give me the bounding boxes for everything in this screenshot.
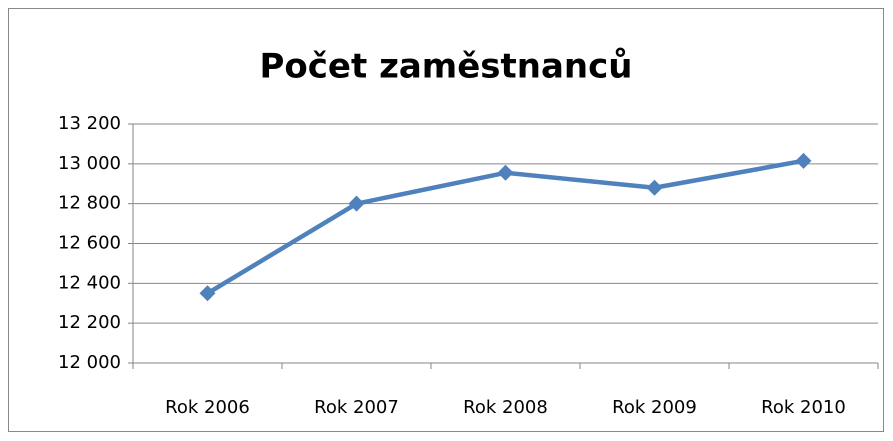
- marker: [497, 164, 514, 181]
- x-tick-label: Rok 2006: [165, 397, 250, 418]
- chart-border: [8, 8, 884, 432]
- marker: [795, 152, 812, 169]
- y-tick-label: 13 000: [58, 153, 121, 174]
- y-tick-label: 12 000: [58, 352, 121, 373]
- marker: [348, 195, 365, 212]
- marker: [199, 285, 216, 302]
- y-tick-label: 12 200: [58, 312, 121, 333]
- x-tick-label: Rok 2008: [463, 397, 548, 418]
- chart-title: Počet zaměstnanců: [259, 47, 632, 87]
- y-tick-label: 12 800: [58, 193, 121, 214]
- marker: [646, 179, 663, 196]
- y-tick-label: 12 600: [58, 233, 121, 254]
- x-tick-label: Rok 2009: [612, 397, 697, 418]
- x-tick-label: Rok 2007: [314, 397, 399, 418]
- x-tick-label: Rok 2010: [761, 397, 846, 418]
- y-tick-label: 13 200: [58, 113, 121, 134]
- y-tick-label: 12 400: [58, 272, 121, 293]
